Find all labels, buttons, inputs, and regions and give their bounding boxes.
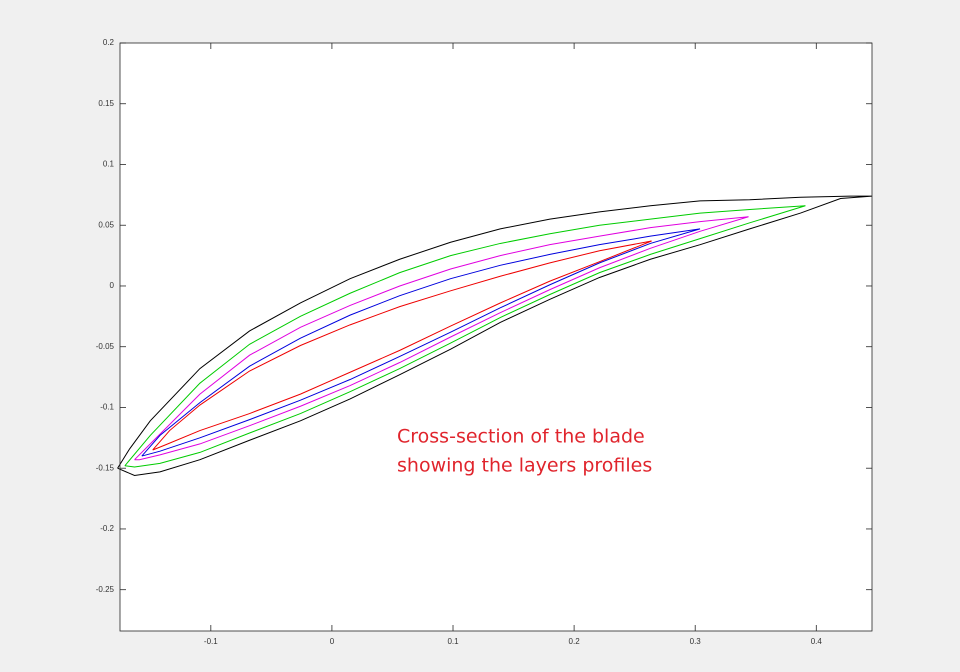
x-tick-label: 0.2 xyxy=(569,637,581,646)
axes-background xyxy=(120,43,872,631)
y-tick-label: -0.1 xyxy=(100,403,114,412)
annotation: Cross-section of the blade xyxy=(397,426,645,448)
layer-profile xyxy=(134,216,749,461)
y-tick-label: 0.1 xyxy=(103,160,115,169)
x-tick-label: -0.1 xyxy=(204,637,218,646)
y-tick-label: -0.2 xyxy=(100,524,114,533)
layer-profile xyxy=(152,240,652,451)
y-tick-label: -0.05 xyxy=(96,342,115,351)
x-tick-label: 0.3 xyxy=(690,637,702,646)
y-tick-label: -0.25 xyxy=(96,585,115,594)
y-tick-label: 0.15 xyxy=(98,99,114,108)
y-tick-label: 0.05 xyxy=(98,220,114,229)
y-tick-label: 0.2 xyxy=(103,38,115,47)
y-tick-label: -0.15 xyxy=(96,463,115,472)
layer-profile xyxy=(141,228,701,457)
x-tick-label: 0.1 xyxy=(447,637,459,646)
x-tick-label: 0.4 xyxy=(811,637,823,646)
axes-box xyxy=(119,42,873,632)
annotation: showing the layers profiles xyxy=(397,455,652,477)
y-tick-label: 0 xyxy=(110,281,115,290)
layer-profile xyxy=(124,205,806,468)
x-tick-label: 0 xyxy=(330,637,335,646)
